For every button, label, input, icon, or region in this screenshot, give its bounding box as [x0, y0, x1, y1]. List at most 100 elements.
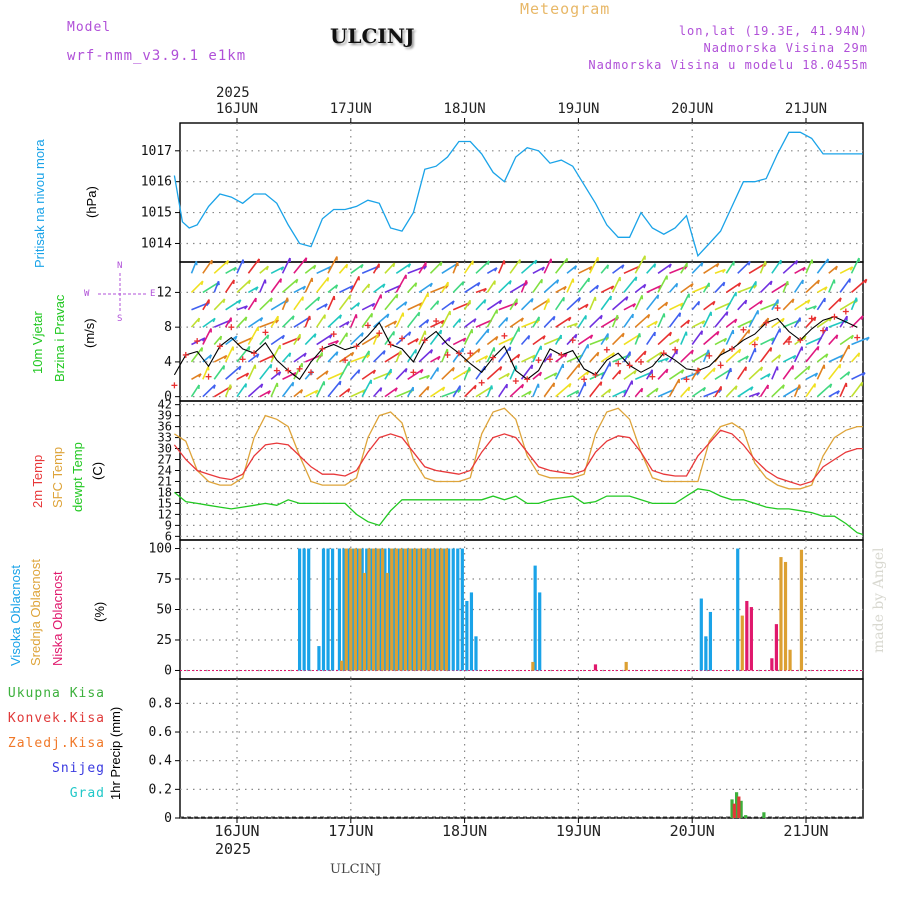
wind-arrow [703, 262, 720, 274]
y-tick-label: 0.4 [149, 754, 173, 769]
wind-arrow-head [386, 313, 390, 319]
wind-arrow-head [691, 349, 694, 355]
wind-arrow [737, 386, 754, 398]
wind-arrow-head [366, 354, 371, 359]
wind-arrow-head [753, 284, 758, 289]
wind-arrow [805, 345, 820, 363]
y-tick-label: 6 [165, 529, 172, 543]
wind-arrow [737, 366, 747, 380]
wind-arrow [486, 385, 493, 397]
wind-arrow [327, 371, 344, 381]
wind-arrow-head [430, 349, 434, 354]
wind-arrow [418, 318, 429, 328]
wind-arrow [691, 386, 706, 398]
wind-arrow [850, 257, 860, 274]
compass-w: W [84, 289, 90, 299]
high-cloud-bar [383, 548, 387, 671]
total-precip-bar [762, 812, 766, 818]
wind-arrow [293, 388, 303, 398]
high-cloud-bar [415, 548, 419, 671]
wind-arrow-head [324, 303, 328, 308]
wind-arrow [281, 352, 291, 363]
wind-arrow [191, 373, 202, 380]
high-cloud-bar [736, 548, 740, 671]
wind-arrow-head [521, 384, 525, 389]
y-tick-label: 1017 [141, 144, 172, 159]
footer-station: ULCINJ [330, 862, 382, 877]
wind-arrow-head [539, 371, 543, 377]
y-tick-label: 15 [158, 496, 172, 510]
wind-arrow [418, 349, 433, 363]
wind-arrow [395, 301, 408, 311]
wind-arrow-head [769, 280, 773, 286]
y-tick-label: 8 [164, 320, 172, 335]
wind-arrow-head [259, 317, 264, 322]
wind-arrow-head [495, 336, 499, 341]
wind-arrow-head [260, 383, 264, 388]
wind-arrow [646, 263, 656, 274]
wind-arrow [293, 316, 311, 328]
wind-arrow [691, 330, 703, 346]
wind-arrow-head [553, 372, 558, 377]
wind-arrow-head [542, 335, 546, 340]
altitude-label: Nadmorska Visina 29m [703, 41, 868, 55]
wind-arrow [543, 352, 552, 363]
wind-arrow [782, 354, 797, 363]
wind-arrow [839, 278, 851, 293]
wind-arrow-head [278, 371, 282, 376]
wind-arrow-head [814, 372, 819, 377]
wind-arrow [190, 317, 200, 328]
wind-arrow-head [245, 372, 250, 377]
wind-arrow [611, 332, 625, 346]
high-cloud-bar [538, 592, 542, 671]
wind-arrow [213, 354, 228, 363]
total-precip-bar [734, 792, 739, 818]
wind-arrow-head [257, 258, 261, 263]
wind-arrow [350, 332, 364, 346]
wind-arrow [247, 316, 263, 328]
wind-arrow [577, 314, 587, 328]
wind-arrow [714, 337, 727, 346]
wind-arrow [361, 283, 370, 293]
wind-arrow [702, 311, 712, 328]
low-cloud-bar [593, 664, 598, 671]
wind-arrow-head [275, 319, 280, 324]
wind-arrow-head [302, 285, 307, 291]
wind-arrow [509, 327, 520, 345]
wind-arrow [350, 263, 364, 274]
mid-cloud-bar [740, 615, 744, 671]
wind-arrow [737, 329, 751, 346]
wind-arrow [259, 279, 266, 293]
wind-arrow-head [665, 357, 669, 362]
wind-arrow-head [716, 331, 720, 336]
wind-arrow [452, 337, 467, 346]
wind-arrow [247, 286, 259, 294]
wind-arrow [521, 354, 536, 363]
wind-arrow [293, 352, 307, 363]
wind-arrow-head [700, 262, 704, 267]
wind-arrow [851, 371, 866, 381]
wind-arrow-head [817, 279, 820, 285]
wind-arrow [532, 278, 543, 293]
wind-arrow-head [244, 316, 248, 321]
high-cloud-bar [351, 548, 355, 671]
wind-arrow [555, 382, 572, 398]
wind-arrow [657, 389, 674, 398]
wind-arrow-head [487, 328, 490, 334]
high-cloud-bar [437, 548, 442, 671]
wind-arrow-head [382, 283, 386, 288]
wind-arrow [623, 313, 634, 328]
high-cloud-bar [456, 548, 460, 671]
pressure-line [173, 131, 863, 258]
wind-arrow-head [439, 261, 443, 267]
wind-arrow-head [417, 312, 421, 317]
wind-arrow [816, 353, 829, 363]
dewpoint-line [173, 488, 864, 536]
wind-arrow [782, 298, 795, 311]
wind-arrow [338, 388, 351, 398]
wind-arrow-head [578, 297, 581, 302]
wind-arrow [429, 367, 439, 380]
wind-arrow-head [360, 264, 364, 269]
wind-arrow [737, 319, 753, 328]
wind-arrow-head [440, 320, 445, 325]
